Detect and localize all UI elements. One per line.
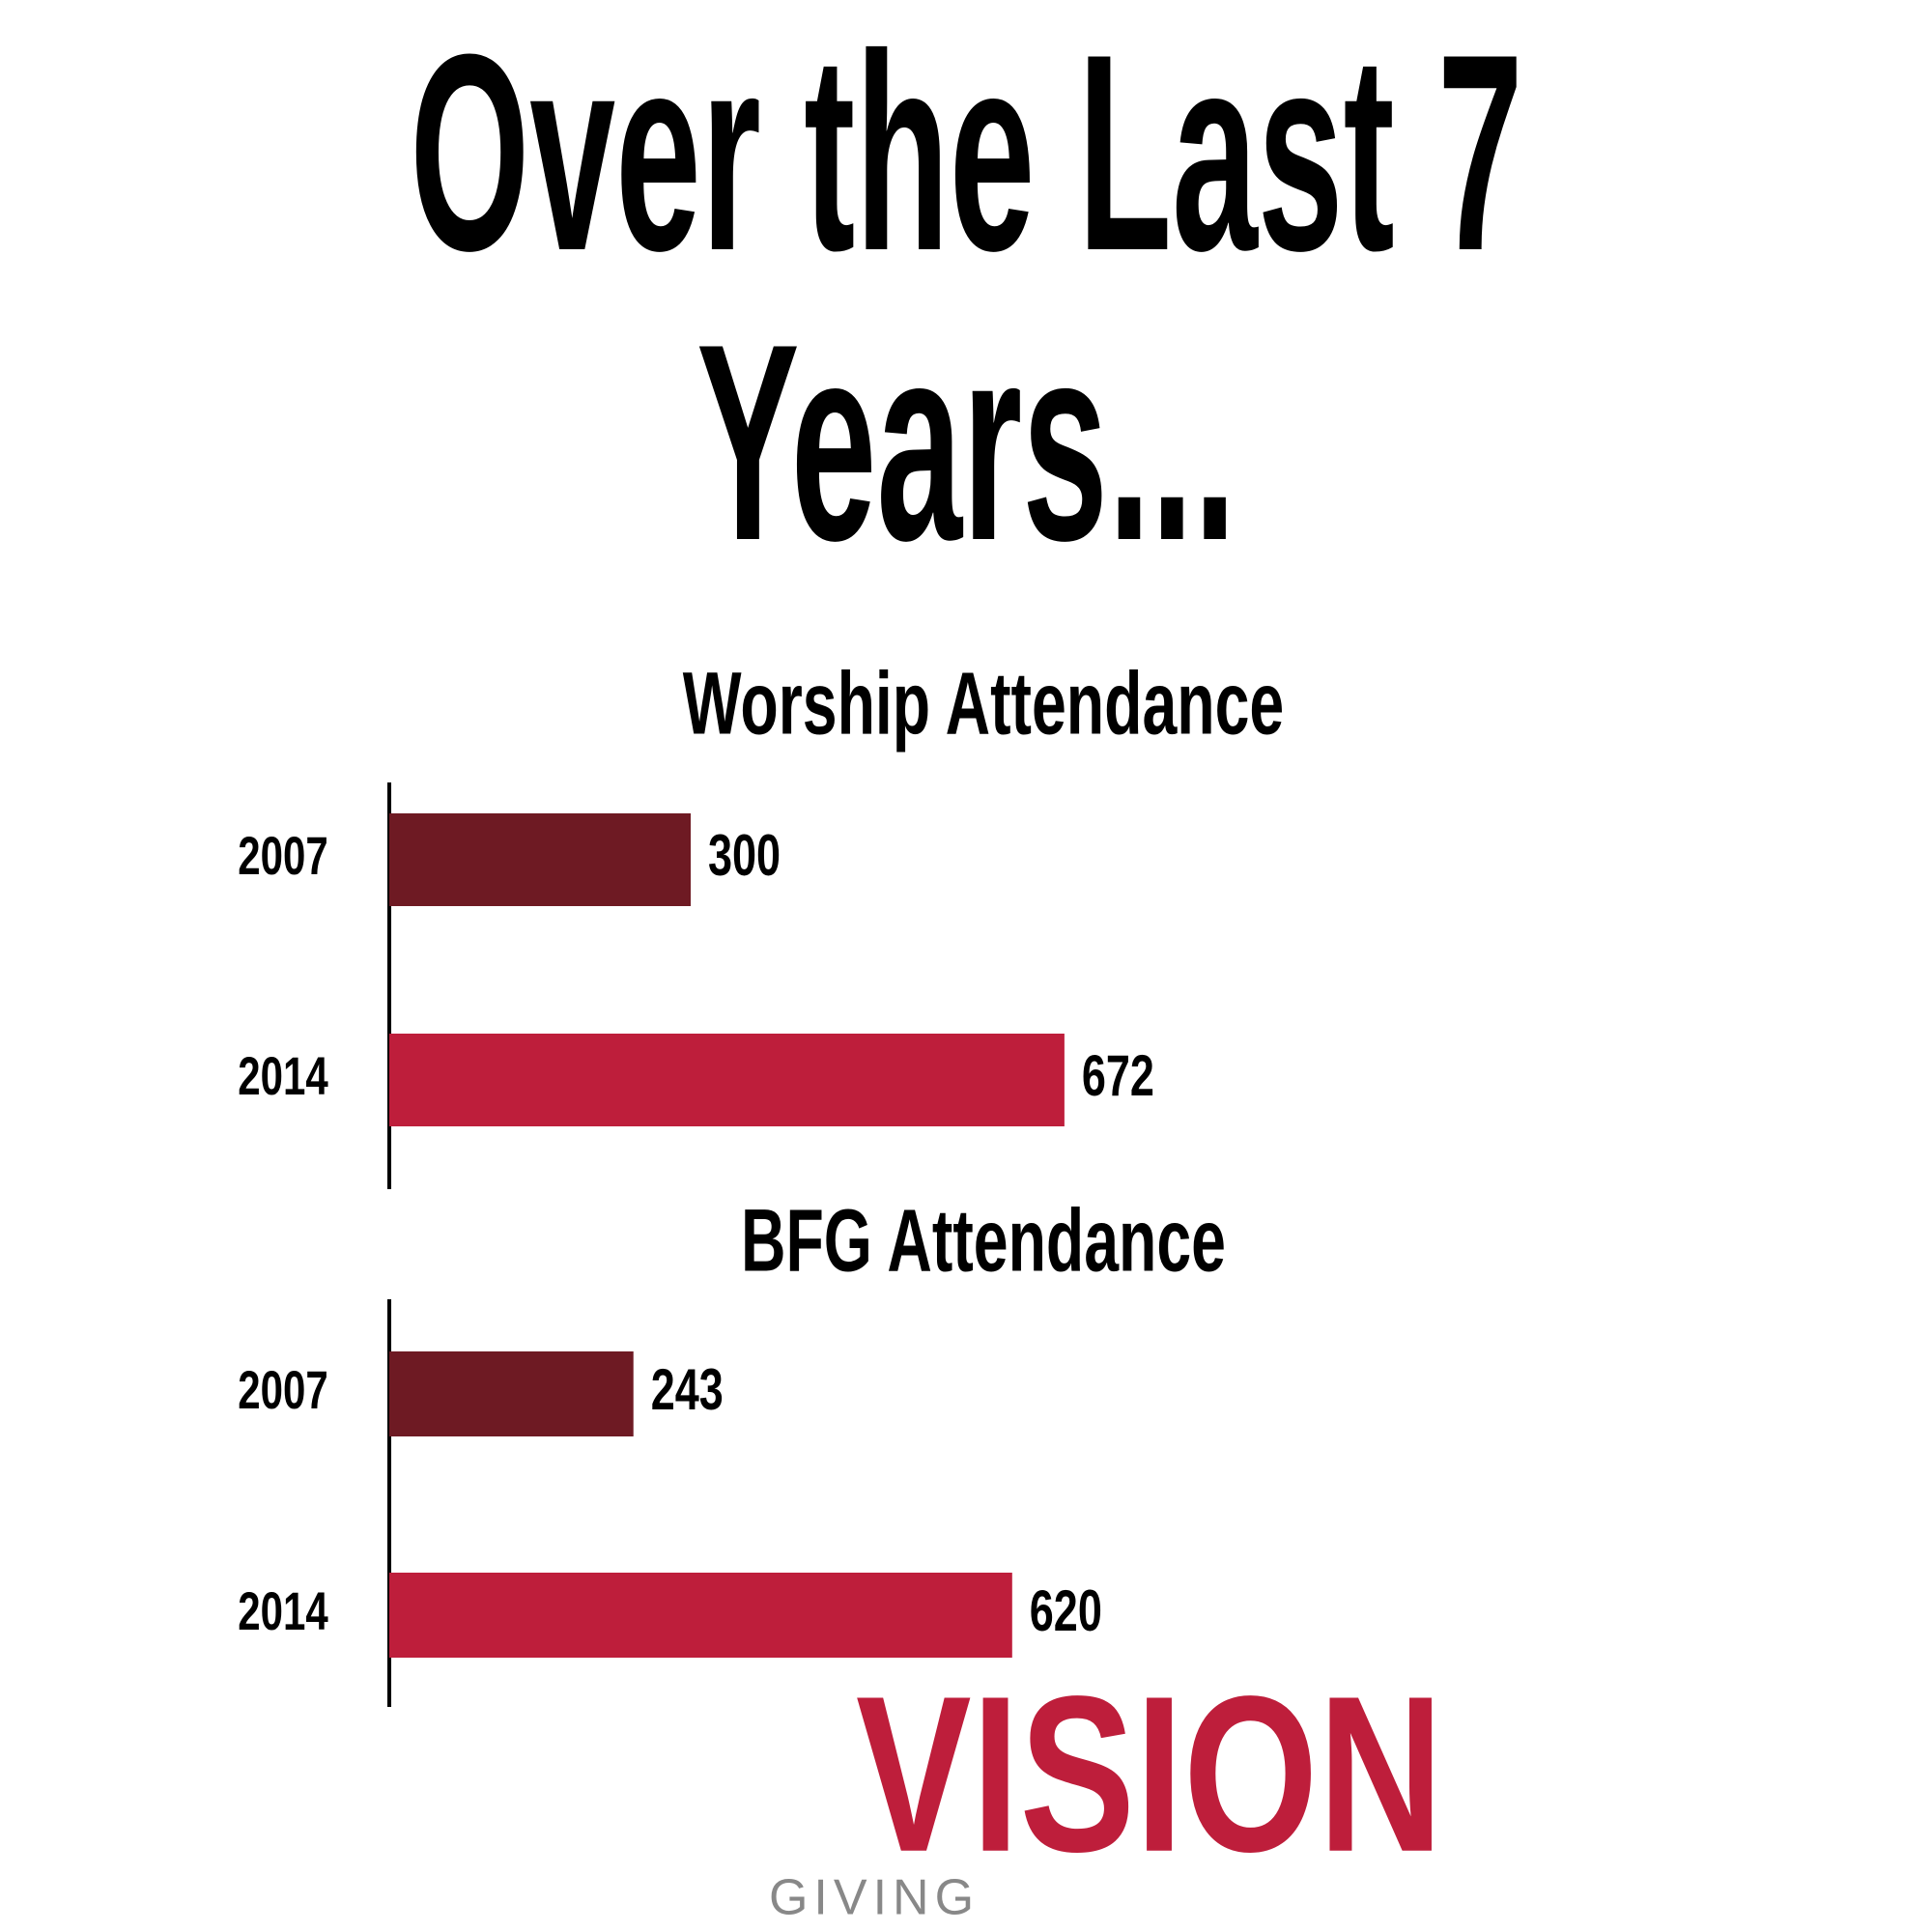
logo-tagline: GIVING [769, 1870, 980, 1926]
logo-text: VISION [856, 1649, 1443, 1898]
bar [389, 1351, 634, 1436]
value-label: 620 [1030, 1579, 1102, 1644]
value-label: 300 [708, 824, 781, 889]
bar [389, 1573, 1012, 1658]
bar [389, 813, 691, 906]
value-label: 672 [1082, 1044, 1154, 1109]
bar [389, 1034, 1065, 1126]
category-label: 2007 [238, 1360, 327, 1420]
value-label: 243 [651, 1358, 724, 1423]
category-label: 2007 [238, 826, 327, 886]
page-title: Over the Last 7 Years... [410, 0, 1523, 599]
category-label: 2014 [238, 1581, 328, 1641]
chart-title: Worship Attendance [683, 653, 1284, 753]
category-label: 2014 [238, 1046, 328, 1106]
chart-title: BFG Attendance [741, 1190, 1226, 1290]
